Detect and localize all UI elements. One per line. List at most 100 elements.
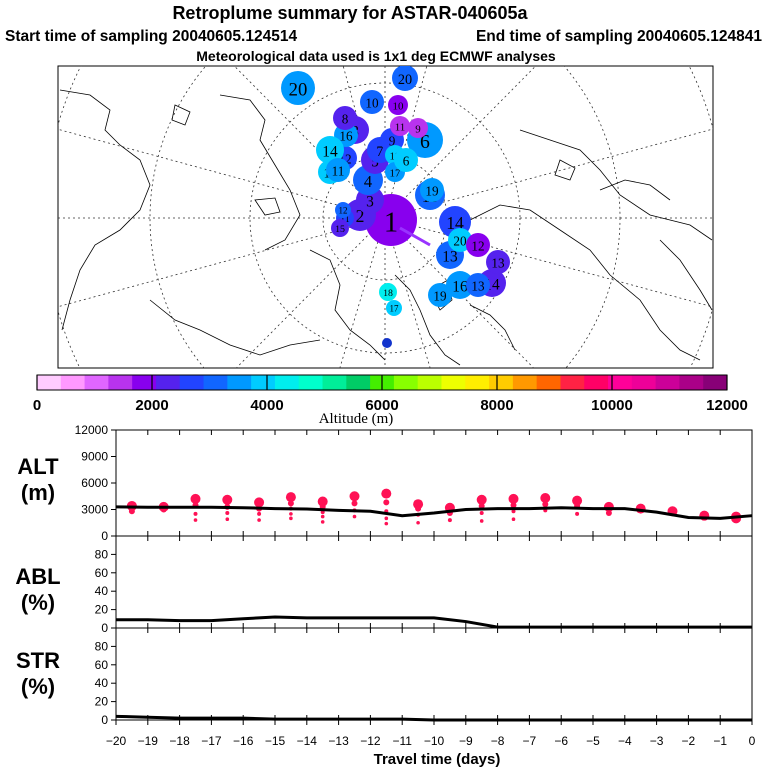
- colorbar-cell: [108, 375, 133, 390]
- cluster-label: 11: [395, 122, 406, 134]
- str-ytick-label: 20: [95, 695, 109, 709]
- cluster-label: 3: [366, 193, 374, 210]
- cluster-label: 16: [452, 278, 468, 295]
- str-panel: STR (%) 0 20 40 60 80: [16, 627, 753, 727]
- cluster-dot: [386, 300, 402, 316]
- cluster-label: 17: [390, 168, 402, 180]
- colorbar-cell: [37, 375, 62, 390]
- x-tick-label: −8: [491, 734, 505, 748]
- cluster-label: 15: [335, 224, 345, 235]
- alt-cluster-marker: [384, 521, 389, 526]
- alt-cluster-marker: [287, 500, 294, 507]
- colorbar-cell: [251, 375, 276, 390]
- colorbar-tick-label: 6000: [365, 397, 398, 414]
- colorbar-cell: [608, 375, 633, 390]
- alt-cluster-marker: [413, 499, 424, 510]
- coastlines: [59, 89, 713, 366]
- x-tick-label: −4: [618, 734, 632, 748]
- cluster-label: 19: [425, 183, 439, 198]
- cluster-label: 13: [491, 255, 505, 270]
- str-ytick-label: 80: [95, 639, 109, 653]
- cluster-dot: [408, 118, 428, 138]
- cluster-dot: [390, 116, 410, 136]
- colorbar-cell: [584, 375, 609, 390]
- abl-ytick-label: 0: [101, 621, 108, 635]
- abl-frame: [115, 535, 753, 629]
- alt-panel: ALT (m) 0 3000 6000 9000 12000: [17, 423, 753, 543]
- figure-title: Retroplume summary for ASTAR-040605a: [172, 3, 528, 23]
- colorbar-cell: [155, 375, 181, 390]
- x-tick-label: −6: [554, 734, 568, 748]
- str-label: STR: [16, 648, 60, 673]
- alt-cluster-marker: [225, 511, 230, 516]
- alt-cluster-marker: [511, 517, 516, 522]
- cluster-label: 2: [356, 206, 365, 226]
- x-axis-label: Travel time (days): [374, 751, 501, 768]
- cluster-dot: [360, 90, 384, 114]
- cluster-dot: [394, 148, 418, 172]
- alt-ytick-label: 0: [101, 529, 108, 543]
- cluster-label: 18: [383, 288, 393, 299]
- x-tick-label: −9: [459, 734, 473, 748]
- alt-cluster-marker: [222, 494, 233, 505]
- alt-cluster-marker: [352, 514, 357, 519]
- colorbar-cell: [655, 375, 680, 390]
- cluster-dot: [281, 71, 315, 105]
- alt-unit: (m): [21, 480, 55, 505]
- cluster-label: 16: [339, 128, 353, 143]
- cluster-label: 1: [384, 208, 398, 239]
- x-tick-label: −7: [523, 734, 537, 748]
- colorbar-cell: [536, 375, 561, 390]
- alt-cluster-marker: [416, 520, 420, 525]
- cluster-label: 4: [364, 172, 372, 191]
- cluster-label: 6: [420, 131, 430, 153]
- cluster-dot: [331, 219, 349, 237]
- colorbar-tick-label: 0: [33, 397, 41, 414]
- alt-label: ALT: [17, 454, 59, 479]
- str-ytick-label: 40: [95, 676, 109, 690]
- cluster-label: 20: [289, 80, 308, 101]
- cluster-dot: [420, 178, 444, 202]
- cluster-dot: [466, 233, 490, 257]
- colorbar-cell: [322, 375, 347, 390]
- colorbar-tick-label: 4000: [250, 397, 283, 414]
- alt-cluster-marker: [572, 495, 583, 506]
- colorbar-cell: [203, 375, 228, 390]
- altitude-colorbar: 0 2000 4000 6000 8000 10000 12000 Altitude (m): [33, 374, 748, 427]
- colorbar-tick-label: 2000: [135, 397, 168, 414]
- cluster-label: 14: [322, 143, 338, 160]
- x-tick-label: −10: [424, 734, 445, 748]
- alt-cluster-marker: [190, 493, 201, 504]
- colorbar-cell: [60, 375, 86, 390]
- map-panel: 1234567891011121314151617181920111214131…: [57, 65, 714, 369]
- x-tick-label: −13: [328, 734, 349, 748]
- x-tick-label: −14: [297, 734, 318, 748]
- cluster-dot: [333, 106, 357, 130]
- abl-label: ABL: [15, 564, 60, 589]
- alt-cluster-marker: [320, 514, 325, 519]
- x-tick-label: −20: [106, 734, 127, 748]
- x-tick-label: −11: [392, 734, 412, 748]
- alt-cluster-marker: [511, 509, 516, 514]
- plume-source-line: [399, 226, 431, 247]
- colorbar-cell: [631, 375, 657, 390]
- alt-ytick-label: 9000: [81, 450, 108, 464]
- cluster-dot: [316, 136, 344, 164]
- alt-cluster-marker: [384, 516, 389, 521]
- abl-ytick-label: 40: [95, 584, 109, 598]
- cluster-dot: [486, 250, 510, 274]
- cluster-label: 20: [453, 233, 467, 248]
- cluster-dot: [392, 66, 418, 91]
- cluster-dot: [382, 338, 392, 348]
- colorbar-cell: [132, 375, 157, 390]
- alt-cluster-marker: [320, 520, 325, 524]
- abl-ytick-label: 60: [95, 566, 109, 580]
- str-ytick-label: 60: [95, 658, 109, 672]
- colorbar-cell: [679, 375, 704, 390]
- alt-cluster-marker: [349, 491, 360, 502]
- cluster-dot: [446, 271, 474, 299]
- alt-cluster-marker: [479, 511, 484, 516]
- colorbar-cell: [703, 375, 728, 390]
- cluster-label: 10: [393, 101, 405, 113]
